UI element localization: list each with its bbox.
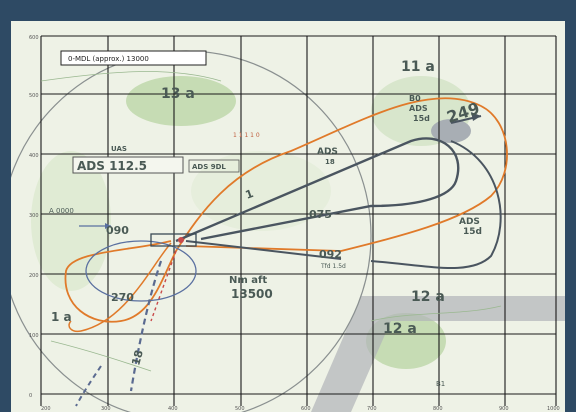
legend-text: 0-MDL (approx.) 13000 — [68, 55, 149, 63]
ads-top-sub-label: 18 — [325, 158, 335, 166]
upper-right-label-2: ADS — [409, 104, 428, 113]
x-tick: 600 — [301, 406, 311, 412]
bearing-270-label: 270 — [111, 291, 134, 304]
altitude-top-label: Nm aft — [229, 275, 267, 286]
legend-box — [60, 50, 207, 66]
upper-right-label: B0 — [409, 94, 421, 103]
upper-right-label-3: 15d — [413, 114, 430, 123]
x-tick: 700 — [367, 406, 377, 412]
y-tick: 100 — [29, 333, 39, 339]
small-left-label: UAS — [111, 145, 127, 153]
y-tick: 0 — [29, 393, 32, 399]
approach-chart: 0-MDL (approx.) 13000 ADS 112.5 ADS 9DL … — [11, 21, 565, 412]
bearing-075-label: 075 — [309, 208, 332, 221]
ads-right-label: ADS — [459, 217, 480, 227]
x-tick: 1000 — [547, 406, 560, 412]
vor-freq-label: ADS 9DL — [192, 163, 226, 171]
x-tick: 400 — [168, 406, 178, 412]
x-tick: 200 — [41, 406, 51, 412]
y-tick: 400 — [29, 153, 39, 159]
ads-top-label: ADS — [317, 147, 338, 157]
small-label-1: 1 1 1 1 0 — [233, 132, 260, 139]
bearing-092-label: 092 — [319, 248, 342, 261]
x-axis-ticks: 200 300 400 500 600 700 800 900 1000 — [41, 406, 560, 412]
bearing-1-label: 1 — [244, 187, 256, 202]
grid — [40, 35, 557, 406]
track-orange — [64, 97, 508, 323]
x-tick: 300 — [101, 406, 111, 412]
sector-13a-label: 13 a — [161, 86, 195, 102]
sector-1a-label: 1 a — [51, 310, 72, 324]
bearing-18-label: 18 — [129, 349, 146, 367]
x-tick: 900 — [499, 406, 509, 412]
grid-small-label: B1 — [436, 380, 445, 388]
y-tick: 600 — [29, 35, 39, 41]
sector-12a-bottom-label: 12 a — [383, 321, 417, 337]
sector-12a-right-label: 12 a — [411, 289, 445, 305]
y-tick: 300 — [29, 213, 39, 219]
vor-label: ADS 112.5 — [77, 159, 147, 173]
ads-right-sub-label: 15d — [463, 227, 482, 237]
terrain-patch — [126, 76, 236, 126]
sector-11a-label: 11 a — [401, 59, 435, 75]
x-tick: 800 — [433, 406, 443, 412]
y-axis-ticks: 600 500 400 300 200 100 0 — [29, 35, 39, 399]
bearing-090-label: 090 — [106, 224, 129, 237]
y-tick: 200 — [29, 273, 39, 279]
altitude-value-label: 13500 — [231, 287, 273, 301]
chart-svg: 0-MDL (approx.) 13000 ADS 112.5 ADS 9DL … — [11, 21, 565, 412]
y-tick: 500 — [29, 93, 39, 99]
x-tick: 500 — [235, 406, 245, 412]
fix-left-label: A 0000 — [49, 207, 74, 215]
small-label-2: Tfd 1.5d — [320, 263, 346, 270]
track-dark — [175, 137, 460, 243]
